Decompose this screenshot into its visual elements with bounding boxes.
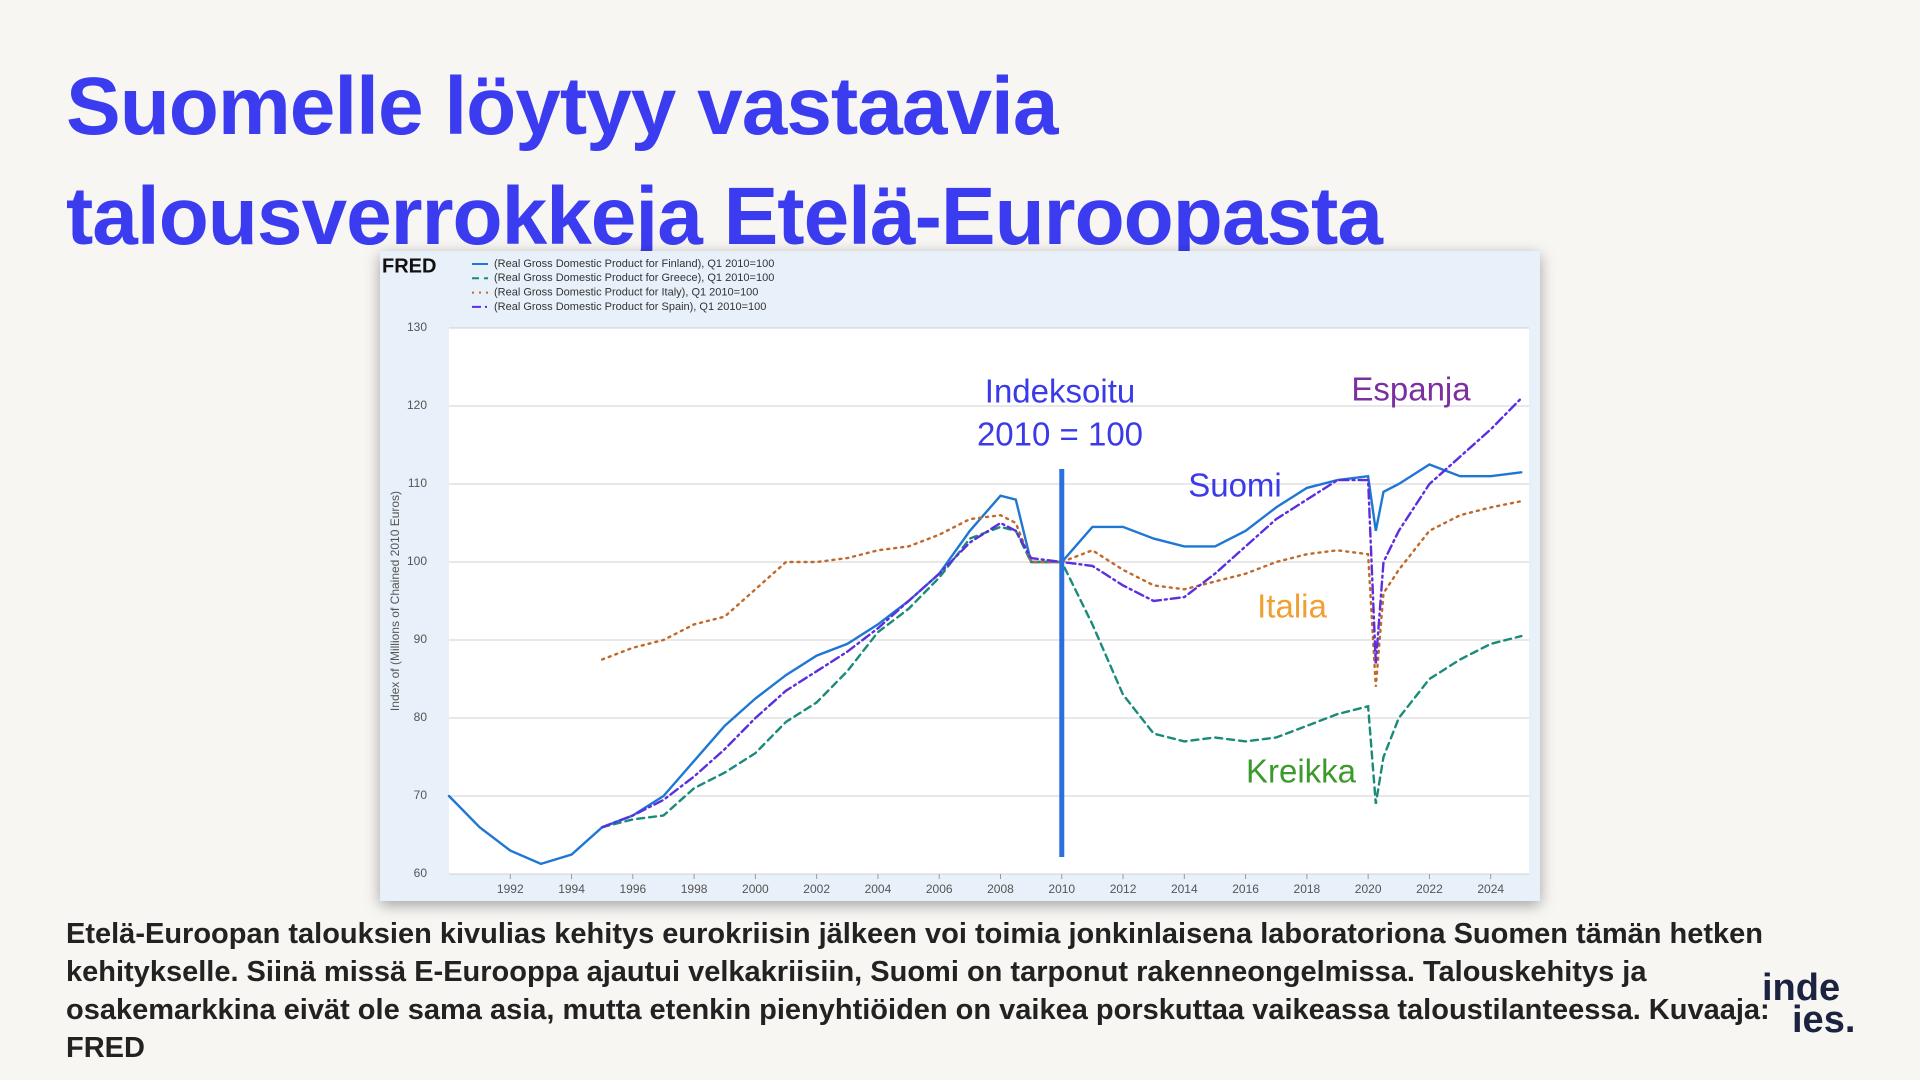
annotation: Espanja (1351, 371, 1471, 408)
legend-label: (Real Gross Domestic Product for Greece)… (494, 272, 774, 284)
y-tick-label: 80 (414, 710, 428, 724)
x-tick-label: 2008 (987, 882, 1014, 896)
y-tick-label: 70 (414, 788, 428, 802)
title-line: talousverrokkeja Etelä-Euroopasta (66, 171, 1383, 262)
legend-label: (Real Gross Domestic Product for Italy),… (494, 287, 758, 299)
series-line (601, 500, 1523, 687)
y-tick-label: 60 (414, 866, 428, 880)
x-tick-label: 2024 (1477, 882, 1504, 896)
title-line: Suomelle löytyy vastaavia (66, 61, 1058, 152)
x-tick-label: 1992 (497, 882, 524, 896)
x-tick-label: 2014 (1171, 882, 1198, 896)
x-tick-label: 2002 (803, 882, 830, 896)
x-tick-label: 2004 (865, 882, 892, 896)
logo-text: ies. (1792, 999, 1856, 1041)
x-tick-label: 1996 (619, 882, 646, 896)
annotation: Suomi (1188, 467, 1282, 504)
annotation: Italia (1257, 588, 1327, 625)
slide-title: Suomelle löytyy vastaavia talousverrokke… (66, 52, 1383, 272)
x-tick-label: 2022 (1416, 882, 1443, 896)
annotation: Indeksoitu (985, 373, 1135, 410)
x-tick-label: 1994 (558, 882, 585, 896)
y-tick-label: 110 (408, 476, 427, 490)
body-text: Etelä-Euroopan talouksien kivulias kehit… (66, 918, 1770, 1064)
x-tick-label: 2016 (1232, 882, 1259, 896)
y-tick-label: 100 (407, 554, 427, 568)
series-line (601, 525, 1523, 829)
series-line (601, 397, 1523, 829)
y-tick-label: 90 (414, 632, 428, 646)
x-tick-label: 2020 (1355, 882, 1382, 896)
annotation: 2010 = 100 (977, 416, 1143, 453)
x-tick-label: 2010 (1048, 882, 1075, 896)
legend-label: (Real Gross Domestic Product for Spain),… (494, 301, 766, 313)
x-tick-label: 2012 (1110, 882, 1137, 896)
annotation: Kreikka (1246, 753, 1357, 790)
brand: FRED (382, 255, 436, 277)
chart: FRED Index of (Millions of Chained 2010 … (380, 251, 1540, 901)
x-tick-label: 2018 (1294, 882, 1321, 896)
y-axis-label: Index of (Millions of Chained 2010 Euros… (388, 491, 402, 711)
y-tick-label: 120 (407, 398, 427, 412)
x-tick-label: 2006 (926, 882, 953, 896)
x-tick-label: 2000 (742, 882, 769, 896)
plot-area (449, 328, 1529, 874)
y-tick-label: 130 (407, 320, 427, 334)
legend-label: (Real Gross Domestic Product for Finland… (494, 258, 774, 270)
logo: inde ies. (1762, 967, 1856, 1041)
x-tick-label: 1998 (681, 882, 708, 896)
logo-text: inde (1762, 967, 1841, 1009)
